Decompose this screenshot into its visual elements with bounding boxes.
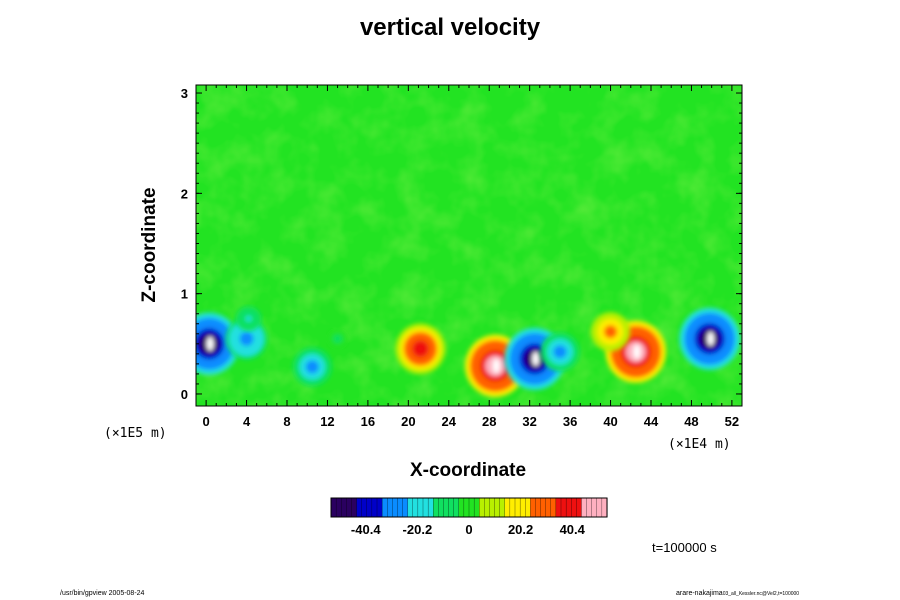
colorbar-bin [371,497,378,518]
x-axis-label: X-coordinate [409,460,527,481]
colorbar-bin [519,497,526,518]
x-axis-multiplier: (×1E4 m) [668,437,731,452]
x-tick-label: 12 [320,414,334,429]
heatmap-feature [591,312,631,352]
colorbar-tick-label: 40.4 [560,522,586,537]
y-tick-label: 0 [181,387,188,402]
x-tick-label: 48 [684,414,698,429]
colorbar-bin [443,497,450,518]
colorbar-bin [417,497,424,518]
x-tick-label: 36 [563,414,577,429]
x-tick-label: 28 [482,414,496,429]
colorbar-bin [530,497,536,518]
colorbar-bin [525,497,531,518]
x-tick-label: 52 [725,414,739,429]
y-tick-label: 1 [181,287,188,302]
colorbar-bin [473,497,480,518]
x-tick-label: 40 [603,414,617,429]
colorbar-bin [591,497,598,518]
colorbar-bin [392,497,398,518]
colorbar-bin [560,497,567,518]
colorbar-bin [463,497,470,518]
colorbar: -40.4 -20.2 0 20.2 40.4 [330,497,608,537]
colorbar-tick-label: -20.2 [403,522,433,537]
x-tick-label: 20 [401,414,415,429]
x-tick-label: 32 [522,414,536,429]
footer-right-main: arare-nakajima [676,590,723,597]
colorbar-bin [565,497,572,518]
colorbar-bin [586,497,593,518]
time-label: t=100000 s [652,540,717,555]
colorbar-bin [514,497,521,518]
colorbar-tick-label: 0 [465,522,472,537]
colorbar-bin [489,497,496,518]
colorbar-bin [397,497,404,518]
heatmap-feature [225,317,268,360]
colorbar-tick-label: -40.4 [351,522,381,537]
colorbar-bin [361,497,368,518]
x-tick-label: 16 [361,414,375,429]
colorbar-bin [535,497,542,518]
colorbar-bin [330,497,337,518]
colorbar-bin [366,497,373,518]
x-tick-label: 44 [644,414,659,429]
colorbar-bin [438,497,444,518]
colorbar-bin [341,497,347,518]
colorbar-bin [494,497,501,518]
colorbar-bin [387,497,393,518]
colorbar-bin [335,497,342,518]
colorbar-bin [576,497,582,518]
y-axis-multiplier: (×1E5 m) [104,426,167,441]
x-tick-label: 4 [243,414,251,429]
colorbar-bin [453,497,460,518]
footer-left-text: /usr/bin/gpview 2005-08-24 [60,590,145,597]
colorbar-bin [402,497,409,518]
chart-title: vertical velocity [359,14,541,41]
colorbar-bin [412,497,419,518]
heatmap-feature [327,329,348,348]
colorbar-bin [499,497,506,518]
colorbar-bin [381,497,388,518]
colorbar-bin [484,497,490,518]
x-tick-label: 0 [202,414,209,429]
colorbar-bin [555,497,562,518]
heatmap-feature [292,347,332,387]
colorbar-bin [550,497,557,518]
colorbar-bin [351,497,358,518]
footer-right-text: arare-nakajima03_all_Kessler.nc@Vel2,t=1… [676,590,799,597]
colorbar-bin [545,497,552,518]
colorbar-bin [458,497,465,518]
colorbar-frame [330,497,608,518]
colorbar-bin [468,497,475,518]
footer-right-suffix: 03_all_Kessler.nc@Vel2,t=100000 [722,591,800,597]
colorbar-bin [427,497,434,518]
colorbar-bin [504,497,511,518]
colorbar-bin [479,497,485,518]
colorbar-bin [346,497,352,518]
colorbar-bin [571,497,577,518]
colorbar-bin [433,497,439,518]
colorbar-bin [407,497,414,518]
colorbar-tick-label: 20.2 [508,522,533,537]
x-tick-label: 24 [442,414,457,429]
heatmap-feature [235,306,262,331]
y-tick-label: 3 [181,86,188,101]
y-tick-label: 2 [181,186,188,201]
colorbar-bin [596,497,603,518]
colorbar-bin [448,497,455,518]
colorbar-bin [356,497,363,518]
heatmap-feature [540,332,580,372]
colorbar-bin [376,497,383,518]
heatmap-feature [395,323,446,375]
heatmap-feature [679,307,740,370]
colorbar-bin [422,497,429,518]
colorbar-bin [581,497,588,518]
colorbar-bin [509,497,516,518]
x-tick-label: 8 [283,414,290,429]
colorbar-bin [540,497,547,518]
heatmap-features [196,306,740,397]
